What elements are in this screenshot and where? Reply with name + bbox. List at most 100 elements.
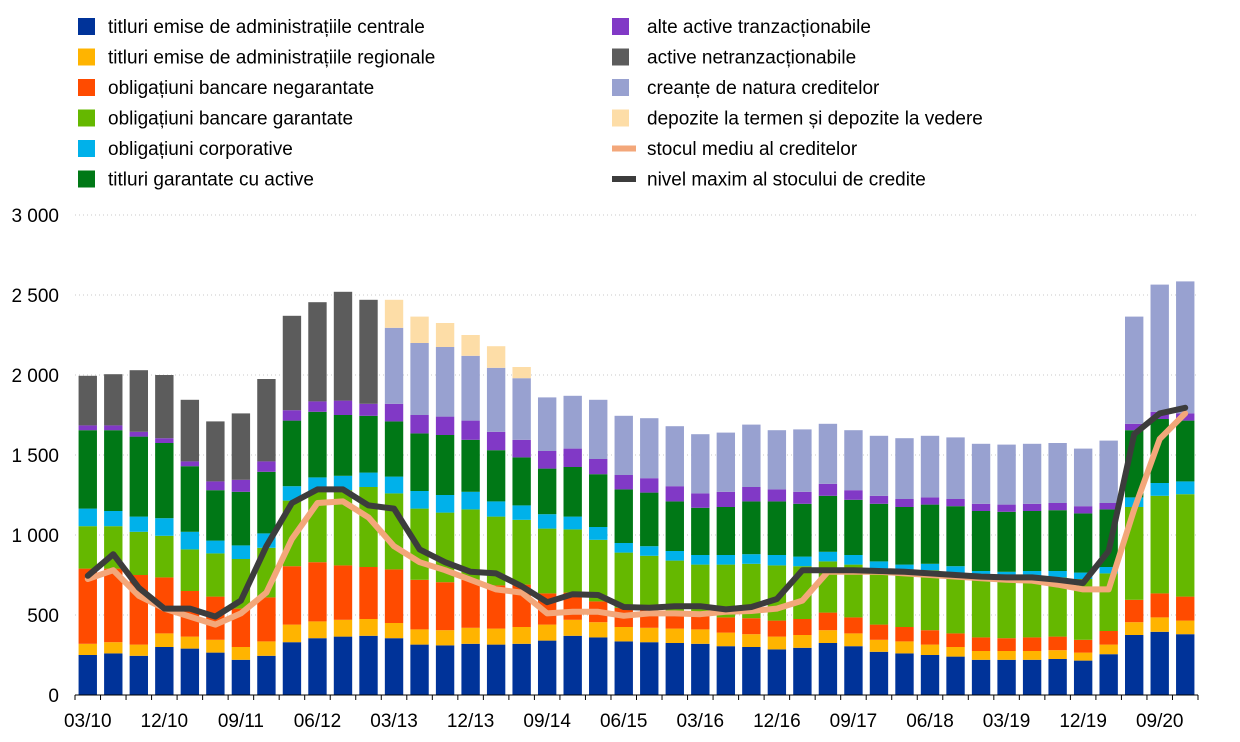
legend-swatch-abs	[78, 170, 95, 188]
bar-segment-credit_claims	[895, 438, 914, 499]
bar-segment-other_marketable	[844, 490, 863, 500]
bar-segment-regional	[589, 622, 608, 638]
bar-segment-other_marketable	[1022, 503, 1042, 511]
bar-segment-central	[104, 653, 123, 695]
x-tick-label: 06/15	[600, 711, 648, 732]
bar-segment-abs	[895, 507, 914, 565]
bar-segment-other_marketable	[767, 489, 787, 502]
bar-segment-covered	[78, 526, 97, 569]
bar-segment-corporate	[384, 476, 404, 494]
legend-label-covered: obligațiuni bancare garantate	[108, 109, 353, 130]
bar-segment-non_marketable	[78, 375, 97, 426]
bar-segment-other_marketable	[308, 401, 327, 412]
bar-segment-abs	[461, 439, 480, 492]
bar-segment-central	[461, 643, 480, 695]
bar-segment-central	[1125, 635, 1144, 695]
bar-segment-abs	[537, 468, 557, 515]
y-tick-label: 2 000	[11, 366, 59, 387]
bar-segment-other_marketable	[410, 415, 429, 434]
bar-segment-unsecured	[384, 569, 404, 623]
legend-label-avg_credit: stocul mediu al creditelor	[647, 139, 858, 160]
bar-segment-non_marketable	[180, 399, 200, 462]
bar-segment-covered	[589, 539, 608, 602]
bar-segment-regional	[920, 644, 940, 655]
bar-segment-non_marketable	[333, 291, 353, 401]
bar-segment-central	[1176, 634, 1195, 695]
bar-segment-other_marketable	[614, 475, 633, 490]
bar-segment-other_marketable	[206, 481, 225, 491]
bar-segment-corporate	[435, 495, 455, 513]
bar-segment-corporate	[844, 555, 863, 565]
bar-segment-other_marketable	[946, 499, 965, 507]
bar-segment-other_marketable	[895, 499, 914, 507]
bar-segment-abs	[920, 504, 940, 564]
bar-segment-credit_claims	[742, 424, 761, 487]
bar-segment-regional	[818, 630, 838, 643]
legend-swatch-unsecured	[78, 79, 95, 96]
x-tick-label: 12/10	[141, 711, 189, 732]
bar-segment-deposits	[435, 323, 455, 347]
bar-segment-corporate	[640, 546, 659, 556]
bar-segment-regional	[716, 632, 736, 647]
bar-segment-corporate	[1176, 481, 1195, 495]
bar-segment-abs	[359, 415, 378, 473]
bar-segment-deposits	[461, 335, 480, 356]
bar-segment-abs	[869, 503, 889, 562]
y-tick-label: 2 500	[11, 286, 59, 307]
bar-segment-regional	[282, 624, 302, 643]
bar-segment-covered	[333, 490, 353, 566]
bar-segment-other_marketable	[231, 479, 251, 492]
bar-segment-credit_claims	[435, 347, 455, 417]
bar-segment-abs	[1022, 511, 1042, 571]
bar-segment-central	[818, 643, 838, 695]
bar-segment-regional	[997, 651, 1016, 660]
bar-segment-other_marketable	[691, 493, 710, 508]
bar-segment-corporate	[155, 518, 174, 536]
bar-segment-unsecured	[895, 627, 914, 642]
bar-segment-covered	[844, 564, 863, 618]
legend-label-other_marketable: alte active tranzacționabile	[647, 17, 871, 38]
bar-segment-central	[716, 646, 736, 695]
bar-segment-covered	[946, 572, 965, 634]
legend-swatch-credit_claims	[612, 79, 629, 96]
bar-segment-regional	[946, 647, 965, 657]
bar-segment-corporate	[665, 551, 684, 561]
bar-segment-abs	[486, 450, 506, 502]
bar-segment-regional	[1176, 620, 1195, 635]
bar-segment-other_marketable	[180, 461, 200, 467]
bar-segment-abs	[155, 443, 174, 519]
bar-segment-credit_claims	[614, 415, 633, 475]
bar-segment-regional	[359, 619, 378, 636]
legend-swatch-deposits	[612, 109, 629, 127]
bar-segment-other_marketable	[384, 403, 404, 422]
bar-segment-other_marketable	[640, 478, 659, 493]
legend-label-corporate: obligațiuni corporative	[108, 139, 293, 160]
bar-segment-deposits	[410, 316, 429, 343]
bar-segment-abs	[767, 501, 787, 555]
bar-segment-corporate	[614, 543, 633, 553]
bar-segment-other_marketable	[971, 503, 991, 511]
bar-segment-central	[129, 655, 148, 695]
bar-segment-abs	[104, 430, 123, 511]
bar-segment-central	[997, 659, 1016, 695]
bar-segment-unsecured	[742, 618, 761, 635]
bar-segment-central	[793, 647, 812, 695]
bar-segment-corporate	[410, 491, 429, 509]
bar-segment-central	[742, 647, 761, 695]
bar-segment-abs	[1048, 510, 1067, 571]
bar-segment-regional	[308, 621, 327, 639]
bar-segment-non_marketable	[231, 413, 251, 480]
bar-segment-other_marketable	[257, 461, 276, 472]
bar-segment-corporate	[1150, 483, 1169, 496]
bar-segment-unsecured	[104, 568, 123, 643]
bar-segment-corporate	[716, 555, 736, 565]
bar-segment-corporate	[104, 511, 123, 527]
bar-segment-deposits	[512, 367, 531, 379]
bar-segment-credit_claims	[384, 327, 404, 404]
bar-segment-covered	[920, 570, 940, 631]
bar-segment-unsecured	[486, 585, 506, 629]
bar-segment-abs	[1073, 513, 1093, 573]
bar-segment-central	[486, 644, 506, 695]
bar-segment-other_marketable	[716, 491, 736, 507]
